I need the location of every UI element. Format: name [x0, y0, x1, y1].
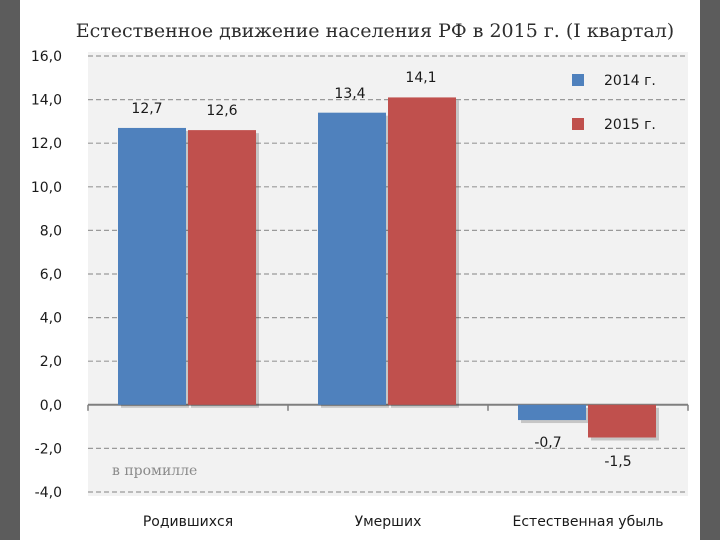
category-label: Естественная убыль: [513, 514, 664, 530]
bar-2014: [118, 127, 186, 405]
bar-2015: [188, 130, 256, 405]
data-label: 12,7: [131, 101, 162, 117]
y-tick-label: 4,0: [40, 311, 62, 327]
y-tick-label: 12,0: [31, 136, 62, 152]
y-tick-label: 14,0: [31, 93, 62, 109]
bar-2014: [318, 112, 386, 405]
data-label: 13,4: [334, 86, 365, 102]
units-annotation: в промилле: [112, 463, 197, 479]
y-tick-label: 16,0: [31, 49, 62, 65]
y-tick-label: -2,0: [35, 441, 62, 457]
legend-label: 2015 г.: [604, 117, 656, 133]
data-label: -1,5: [604, 454, 631, 470]
bar-2015: [388, 97, 456, 405]
bar-chart: Естественное движение населения РФ в 201…: [31, 20, 689, 530]
category-label: Умерших: [355, 514, 422, 530]
y-tick-label: 8,0: [40, 223, 62, 239]
y-tick-label: 6,0: [40, 267, 62, 283]
slide: Естественное движение населения РФ в 201…: [20, 0, 700, 540]
data-label: 14,1: [405, 70, 436, 86]
data-label: -0,7: [534, 435, 561, 451]
y-tick-label: -4,0: [35, 485, 62, 501]
category-label: Родившихся: [143, 514, 233, 530]
bar-2014: [518, 404, 586, 421]
bar-2015: [588, 404, 656, 438]
y-tick-label: 10,0: [31, 180, 62, 196]
chart-title: Естественное движение населения РФ в 201…: [76, 20, 674, 42]
legend-label: 2014 г.: [604, 73, 656, 89]
data-label: 12,6: [206, 103, 237, 119]
y-tick-label: 0,0: [40, 398, 62, 414]
y-tick-label: 2,0: [40, 354, 62, 370]
legend-swatch: [572, 118, 584, 130]
legend-swatch: [572, 74, 584, 86]
